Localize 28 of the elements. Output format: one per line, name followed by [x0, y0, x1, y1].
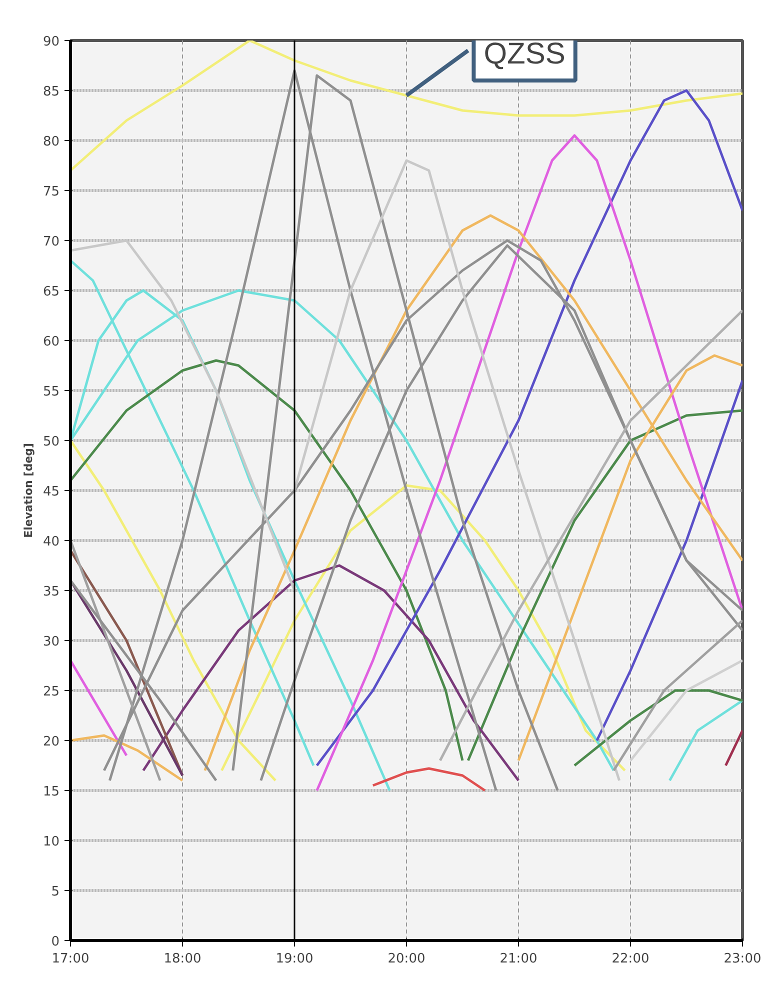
y-tick-label: 40	[42, 534, 60, 550]
x-tick-label: 19:00	[276, 952, 314, 966]
y-tick-label: 75	[42, 184, 60, 200]
y-tick-label: 20	[42, 734, 60, 750]
x-tick-label: 20:00	[388, 952, 426, 966]
x-tick-label: 21:00	[500, 952, 538, 966]
y-tick-label: 80	[42, 134, 60, 150]
y-tick-label: 55	[42, 384, 60, 400]
x-tick-label: 22:00	[612, 952, 650, 966]
y-tick-label: 30	[42, 634, 60, 650]
y-tick-label: 35	[42, 584, 60, 600]
annotation: QZSS	[484, 38, 566, 70]
x-tick-label: 18:00	[164, 952, 202, 966]
y-tick-label: 85	[42, 84, 60, 100]
y-tick-label: 50	[42, 434, 60, 450]
y-tick-label: 90	[42, 34, 60, 50]
x-tick-label: 17:00	[52, 952, 90, 966]
y-tick-label: 10	[42, 834, 60, 850]
y-tick-label: 70	[42, 234, 60, 250]
y-tick-label: 65	[42, 284, 60, 300]
y-tick-label: 0	[51, 934, 60, 950]
y-tick-label: 25	[42, 684, 60, 700]
y-tick-label: 15	[42, 784, 60, 800]
y-tick-label: 5	[51, 884, 60, 900]
x-tick-label: 23:00	[724, 952, 762, 966]
y-axis-title: Elevation [deg]	[22, 443, 35, 538]
y-tick-label: 45	[42, 484, 60, 500]
y-tick-label: 60	[42, 334, 60, 350]
